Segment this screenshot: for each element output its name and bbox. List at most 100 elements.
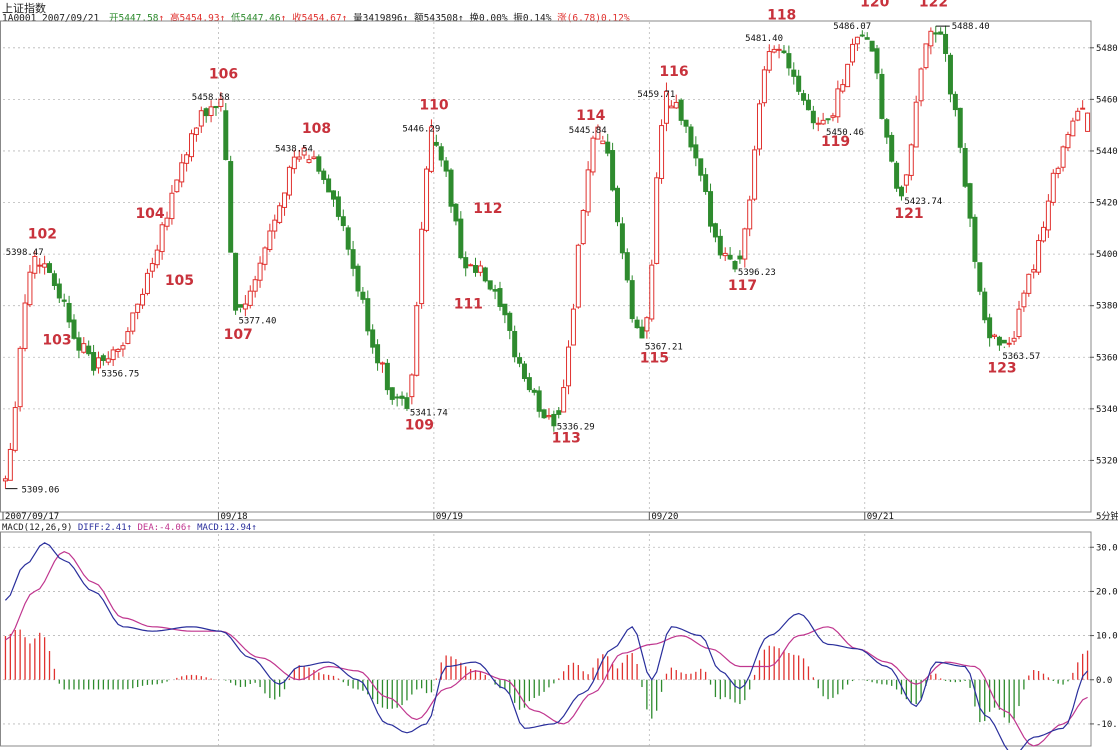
- candle-body: [61, 299, 67, 302]
- candle-body: [756, 103, 762, 150]
- candle-body: [556, 410, 562, 415]
- candle-body: [668, 105, 674, 109]
- candle-body: [996, 336, 1002, 346]
- x-date-label: 09/18: [220, 512, 247, 522]
- amount-value: 543508: [423, 13, 458, 24]
- wave-annotation: 106: [209, 67, 238, 83]
- candle-body: [443, 160, 449, 172]
- candle-body: [561, 387, 567, 413]
- candle-body: [340, 216, 346, 227]
- candle-body: [438, 146, 444, 161]
- candle-body: [174, 179, 180, 193]
- candle-body: [1026, 273, 1032, 294]
- diff-line: [4, 542, 1089, 750]
- candle-body: [801, 93, 807, 101]
- candle-body: [497, 288, 503, 307]
- candle-body: [854, 36, 860, 45]
- amp-value: 0.14%: [522, 13, 552, 24]
- candle-body: [614, 187, 620, 223]
- wave-annotation: 120: [860, 0, 889, 11]
- candle-body: [331, 190, 337, 200]
- candle-body: [301, 147, 307, 156]
- up-arrow-icon: ↑: [219, 13, 226, 24]
- candle-body: [179, 162, 185, 183]
- candle-body: [840, 84, 846, 92]
- candle-body: [257, 262, 263, 281]
- candle-body: [600, 140, 606, 145]
- candle-body: [575, 244, 581, 308]
- candle-body: [649, 264, 655, 320]
- x-date-label: 2007/09/17: [5, 512, 59, 522]
- candle-body: [154, 249, 160, 266]
- candle-body: [771, 48, 777, 53]
- candle-body: [781, 50, 787, 54]
- candle-body: [712, 223, 718, 238]
- candle-body: [262, 247, 268, 265]
- candle-body: [825, 118, 831, 121]
- low-price-label: 5377.40: [238, 316, 276, 326]
- low-label: 低: [231, 13, 241, 24]
- candle-body: [884, 119, 890, 138]
- candle-body: [198, 110, 204, 127]
- candle-body: [536, 390, 542, 412]
- y-tick-label: 5360.00: [1096, 353, 1118, 363]
- macd-y-tick-label: 10.0: [1096, 632, 1118, 642]
- wave-annotation: 104: [135, 206, 164, 222]
- candle-body: [27, 271, 33, 306]
- candle-body: [272, 219, 278, 232]
- candle-body: [193, 127, 199, 136]
- candle-body: [12, 407, 18, 451]
- y-tick-label: 5340.00: [1096, 405, 1118, 415]
- candle-body: [384, 362, 390, 391]
- candle-body: [913, 101, 919, 148]
- candle-body: [267, 230, 273, 251]
- candle-body: [17, 347, 23, 408]
- low-price-label: 5336.29: [557, 422, 595, 432]
- wave-annotation: 102: [28, 227, 57, 243]
- candle-body: [634, 319, 640, 329]
- x-date-label: 09/19: [436, 512, 463, 522]
- candle-body: [717, 235, 723, 256]
- candle-body: [277, 205, 283, 223]
- candle-body: [1036, 240, 1042, 273]
- close-label: 收: [292, 13, 302, 24]
- macd-y-tick-label: 20.0: [1096, 587, 1118, 597]
- candle-body: [903, 174, 909, 186]
- candle-body: [409, 374, 415, 398]
- candle-body: [590, 137, 596, 173]
- turnover-value: 0.00%: [478, 13, 508, 24]
- candle-body: [820, 119, 826, 125]
- candle-body: [517, 357, 523, 364]
- candle-body: [105, 358, 111, 363]
- candle-body: [47, 263, 53, 273]
- candle-body: [507, 312, 513, 331]
- candle-body: [208, 106, 214, 116]
- y-tick-label: 5480.00: [1096, 44, 1118, 54]
- candle-body: [22, 302, 28, 349]
- candle-body: [521, 363, 527, 380]
- candle-body: [693, 144, 699, 159]
- candle-body: [698, 158, 704, 176]
- candle-body: [908, 144, 914, 176]
- candle-body: [566, 346, 572, 387]
- wave-annotation: 118: [767, 7, 796, 23]
- candle-body: [541, 409, 547, 419]
- candle-body: [512, 330, 518, 358]
- candle-body: [644, 317, 650, 332]
- candle-body: [703, 174, 709, 192]
- candle-body: [952, 93, 958, 111]
- code-date: 1A0001 2007/09/21: [2, 13, 100, 24]
- high-price-label: 5398.47: [6, 248, 44, 258]
- candle-body: [835, 88, 841, 118]
- wave-annotation: 107: [224, 327, 253, 343]
- low-price-label: 5363.57: [1002, 352, 1040, 362]
- turnover-label: 换: [469, 13, 479, 24]
- candle-body: [967, 183, 973, 219]
- high-price-label: 5486.07: [833, 22, 871, 32]
- quote-bar: 1A0001 2007/09/21 开5447.58↑ 高5454.93↑ 低5…: [2, 10, 630, 24]
- low-price-label: 5341.74: [410, 408, 448, 418]
- candle-body: [218, 98, 224, 107]
- candles: [2, 25, 1091, 489]
- low-value: 5447.46: [240, 13, 281, 24]
